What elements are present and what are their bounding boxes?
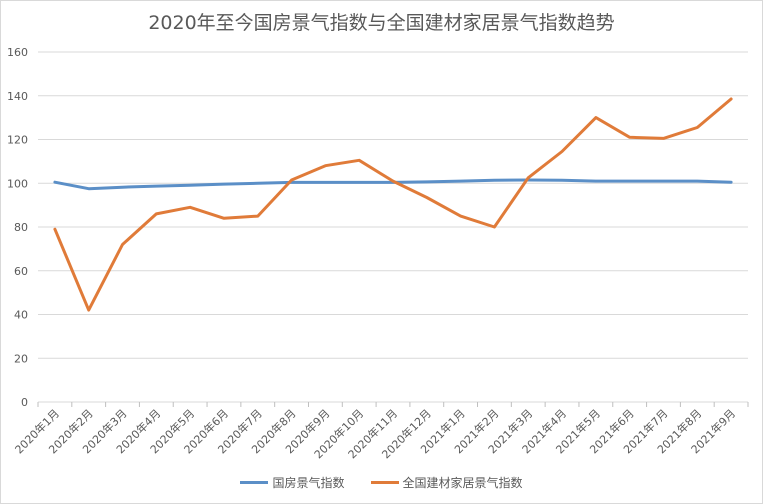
y-tick-label: 40 (14, 309, 28, 322)
legend-label: 全国建材家居景气指数 (402, 476, 523, 490)
series-lines (53, 97, 733, 312)
gridlines (38, 51, 748, 403)
legend-swatch-blue (240, 481, 269, 484)
chart-title: 2020年至今国房景气指数与全国建材家居景气指数趋势 (148, 12, 615, 34)
y-tick-label: 80 (14, 221, 28, 234)
legend: 国房景气指数 全国建材家居景气指数 (0, 474, 763, 491)
y-tick-label: 20 (14, 352, 28, 365)
series-line-building-materials-index (53, 97, 733, 312)
legend-item-building-materials-index: 全国建材家居景气指数 (370, 474, 523, 491)
y-tick-label: 140 (7, 90, 28, 103)
y-tick-label: 60 (14, 265, 28, 278)
legend-label: 国房景气指数 (272, 476, 345, 490)
legend-swatch-orange (370, 481, 399, 484)
x-axis: 2020年1月2020年2月2020年3月2020年4月2020年5月2020年… (12, 402, 749, 461)
y-axis: 0 20 40 60 80 100 120 140 160 (7, 46, 28, 409)
legend-item-housing-index: 国房景气指数 (240, 474, 345, 491)
y-tick-label: 0 (21, 396, 28, 409)
y-tick-label: 160 (7, 46, 28, 59)
y-tick-label: 120 (7, 134, 28, 147)
y-tick-label: 100 (7, 177, 28, 190)
